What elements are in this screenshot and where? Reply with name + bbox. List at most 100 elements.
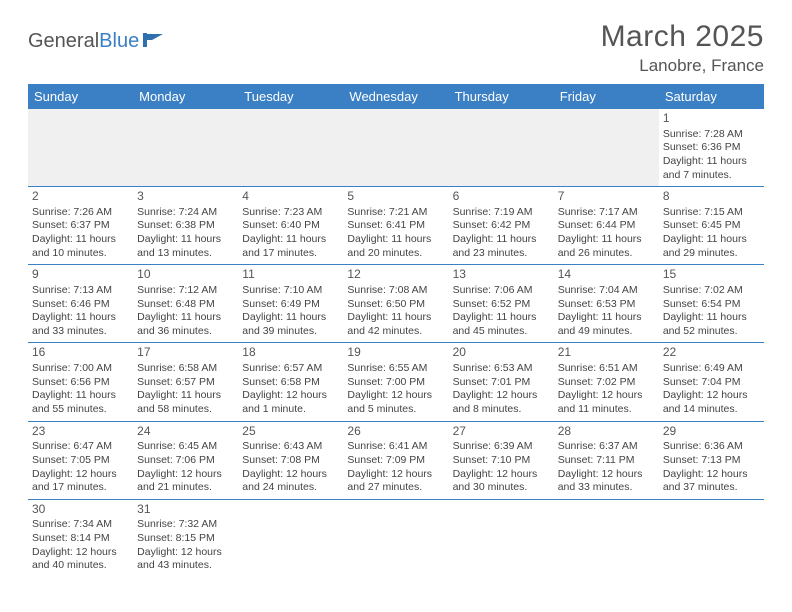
day-number: 23 xyxy=(32,424,129,440)
sunrise-text: Sunrise: 7:02 AM xyxy=(663,284,760,298)
calendar-cell-empty xyxy=(343,499,448,577)
calendar-cell: 18Sunrise: 6:57 AMSunset: 6:58 PMDayligh… xyxy=(238,343,343,421)
sunset-text: Sunset: 6:52 PM xyxy=(453,298,550,312)
day-number: 15 xyxy=(663,267,760,283)
calendar-cell-empty xyxy=(449,499,554,577)
sunset-text: Sunset: 6:50 PM xyxy=(347,298,444,312)
day-number: 29 xyxy=(663,424,760,440)
daylight-text: Daylight: 11 hours and 20 minutes. xyxy=(347,233,444,260)
day-number: 28 xyxy=(558,424,655,440)
daylight-text: Daylight: 12 hours and 17 minutes. xyxy=(32,468,129,495)
day-number: 6 xyxy=(453,189,550,205)
sunset-text: Sunset: 7:11 PM xyxy=(558,454,655,468)
sunset-text: Sunset: 7:09 PM xyxy=(347,454,444,468)
daylight-text: Daylight: 11 hours and 45 minutes. xyxy=(453,311,550,338)
daylight-text: Daylight: 12 hours and 27 minutes. xyxy=(347,468,444,495)
day-number: 8 xyxy=(663,189,760,205)
daylight-text: Daylight: 12 hours and 1 minute. xyxy=(242,389,339,416)
calendar-cell: 10Sunrise: 7:12 AMSunset: 6:48 PMDayligh… xyxy=(133,265,238,343)
day-header: Wednesday xyxy=(343,84,448,109)
calendar-table: SundayMondayTuesdayWednesdayThursdayFrid… xyxy=(28,84,764,577)
calendar-cell: 14Sunrise: 7:04 AMSunset: 6:53 PMDayligh… xyxy=(554,265,659,343)
sunrise-text: Sunrise: 6:45 AM xyxy=(137,440,234,454)
daylight-text: Daylight: 11 hours and 7 minutes. xyxy=(663,155,760,182)
sunset-text: Sunset: 7:08 PM xyxy=(242,454,339,468)
sunset-text: Sunset: 7:02 PM xyxy=(558,376,655,390)
daylight-text: Daylight: 12 hours and 21 minutes. xyxy=(137,468,234,495)
calendar-cell: 25Sunrise: 6:43 AMSunset: 7:08 PMDayligh… xyxy=(238,421,343,499)
day-number: 11 xyxy=(242,267,339,283)
sunset-text: Sunset: 7:00 PM xyxy=(347,376,444,390)
logo-text-blue: Blue xyxy=(99,30,139,52)
sunrise-text: Sunrise: 6:37 AM xyxy=(558,440,655,454)
sunset-text: Sunset: 7:01 PM xyxy=(453,376,550,390)
daylight-text: Daylight: 12 hours and 40 minutes. xyxy=(32,546,129,573)
day-header: Monday xyxy=(133,84,238,109)
sunset-text: Sunset: 6:48 PM xyxy=(137,298,234,312)
sunrise-text: Sunrise: 7:28 AM xyxy=(663,128,760,142)
logo-text-general: General xyxy=(28,30,99,52)
sunset-text: Sunset: 6:40 PM xyxy=(242,219,339,233)
calendar-cell: 2Sunrise: 7:26 AMSunset: 6:37 PMDaylight… xyxy=(28,187,133,265)
calendar-row: 30Sunrise: 7:34 AMSunset: 8:14 PMDayligh… xyxy=(28,499,764,577)
daylight-text: Daylight: 12 hours and 14 minutes. xyxy=(663,389,760,416)
daylight-text: Daylight: 12 hours and 30 minutes. xyxy=(453,468,550,495)
calendar-cell: 8Sunrise: 7:15 AMSunset: 6:45 PMDaylight… xyxy=(659,187,764,265)
calendar-cell: 12Sunrise: 7:08 AMSunset: 6:50 PMDayligh… xyxy=(343,265,448,343)
sunset-text: Sunset: 6:38 PM xyxy=(137,219,234,233)
calendar-row: 9Sunrise: 7:13 AMSunset: 6:46 PMDaylight… xyxy=(28,265,764,343)
sunset-text: Sunset: 6:56 PM xyxy=(32,376,129,390)
calendar-cell: 21Sunrise: 6:51 AMSunset: 7:02 PMDayligh… xyxy=(554,343,659,421)
daylight-text: Daylight: 11 hours and 36 minutes. xyxy=(137,311,234,338)
day-number: 16 xyxy=(32,345,129,361)
sunrise-text: Sunrise: 6:55 AM xyxy=(347,362,444,376)
sunset-text: Sunset: 6:54 PM xyxy=(663,298,760,312)
sunset-text: Sunset: 7:13 PM xyxy=(663,454,760,468)
calendar-row: 23Sunrise: 6:47 AMSunset: 7:05 PMDayligh… xyxy=(28,421,764,499)
daylight-text: Daylight: 11 hours and 58 minutes. xyxy=(137,389,234,416)
day-number: 1 xyxy=(663,111,760,127)
day-header: Thursday xyxy=(449,84,554,109)
sunrise-text: Sunrise: 7:12 AM xyxy=(137,284,234,298)
calendar-cell: 26Sunrise: 6:41 AMSunset: 7:09 PMDayligh… xyxy=(343,421,448,499)
day-number: 5 xyxy=(347,189,444,205)
day-number: 20 xyxy=(453,345,550,361)
sunrise-text: Sunrise: 7:04 AM xyxy=(558,284,655,298)
sunset-text: Sunset: 6:42 PM xyxy=(453,219,550,233)
daylight-text: Daylight: 12 hours and 43 minutes. xyxy=(137,546,234,573)
calendar-row: 2Sunrise: 7:26 AMSunset: 6:37 PM Daylight… xyxy=(28,187,764,265)
sunrise-text: Sunrise: 7:13 AM xyxy=(32,284,129,298)
day-header: Sunday xyxy=(28,84,133,109)
sunrise-text: Sunrise: 7:26 AM xyxy=(32,206,129,220)
header: GeneralBlue March 2025 Lanobre, France xyxy=(28,20,764,76)
sunset-text: Sunset: 7:04 PM xyxy=(663,376,760,390)
calendar-cell: 1Sunrise: 7:28 AMSunset: 6:36 PMDaylight… xyxy=(659,109,764,187)
daylight-text: Daylight: 12 hours and 11 minutes. xyxy=(558,389,655,416)
sunset-text: Sunset: 6:57 PM xyxy=(137,376,234,390)
day-header: Saturday xyxy=(659,84,764,109)
day-number: 13 xyxy=(453,267,550,283)
sunrise-text: Sunrise: 7:34 AM xyxy=(32,518,129,532)
day-number: 2 xyxy=(32,189,129,205)
sunrise-text: Sunrise: 6:39 AM xyxy=(453,440,550,454)
calendar-cell-empty xyxy=(343,109,448,187)
calendar-cell: 7Sunrise: 7:17 AMSunset: 6:44 PMDaylight… xyxy=(554,187,659,265)
sunset-text: Sunset: 6:37 PM xyxy=(32,219,129,233)
calendar-row: 16Sunrise: 7:00 AMSunset: 6:56 PM Dayligh… xyxy=(28,343,764,421)
calendar-cell-empty xyxy=(28,109,133,187)
daylight-text: Daylight: 12 hours and 8 minutes. xyxy=(453,389,550,416)
sunset-text: Sunset: 6:53 PM xyxy=(558,298,655,312)
sunrise-text: Sunrise: 6:57 AM xyxy=(242,362,339,376)
daylight-text: Daylight: 12 hours and 33 minutes. xyxy=(558,468,655,495)
sunrise-text: Sunrise: 7:00 AM xyxy=(32,362,129,376)
sunrise-text: Sunrise: 7:24 AM xyxy=(137,206,234,220)
sunrise-text: Sunrise: 7:32 AM xyxy=(137,518,234,532)
calendar-cell-empty xyxy=(554,109,659,187)
sunrise-text: Sunrise: 7:21 AM xyxy=(347,206,444,220)
day-number: 4 xyxy=(242,189,339,205)
daylight-text: Daylight: 11 hours and 42 minutes. xyxy=(347,311,444,338)
sunrise-text: Sunrise: 7:15 AM xyxy=(663,206,760,220)
calendar-cell: 19Sunrise: 6:55 AMSunset: 7:00 PMDayligh… xyxy=(343,343,448,421)
daylight-text: Daylight: 11 hours and 39 minutes. xyxy=(242,311,339,338)
calendar-cell: 27Sunrise: 6:39 AMSunset: 7:10 PMDayligh… xyxy=(449,421,554,499)
